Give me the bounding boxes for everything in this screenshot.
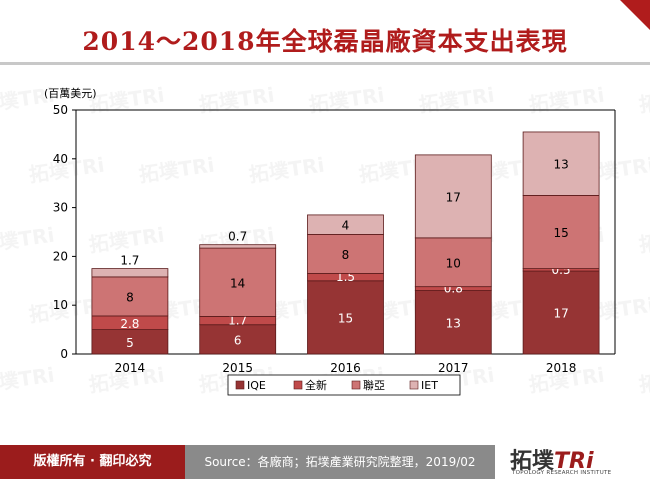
data-label: 0.7: [228, 230, 247, 244]
watermark-text: 拓墣TRi: [0, 223, 56, 257]
bar-segment: [199, 324, 277, 355]
data-label: 1.7: [120, 254, 139, 268]
watermark-text: 拓墣TRi: [527, 83, 606, 117]
data-label: 4: [342, 219, 350, 233]
bar-segment: [91, 276, 169, 317]
watermark-text: 拓墣TRi: [637, 83, 650, 117]
data-label: 6: [234, 333, 242, 347]
legend-swatch: [409, 380, 419, 390]
watermark-text: 拓墣TRi: [197, 83, 276, 117]
legend-box: [227, 374, 461, 396]
legend-label: IQE: [247, 379, 266, 392]
watermark-text: 拓墣TRi: [0, 363, 56, 397]
legend-label: 聯亞: [363, 379, 385, 392]
bar-segment: [307, 214, 384, 235]
y-tick-label: 20: [53, 249, 68, 263]
data-label: 1.7: [228, 314, 247, 328]
chart: 拓墣TRi 拓墣TRi 拓墣TRi 拓墣TRi 拓墣TRi 拓墣TRi 拓墣TRi 拓墣TRi…: [0, 83, 650, 397]
footer: 版權所有 · 翻印必究 Source：各廠商；拓墣產業研究院整理，2019/02…: [0, 440, 650, 485]
y-tick-label: 0: [60, 347, 68, 361]
page-title: 2014～2018年全球磊晶廠資本支出表現: [82, 27, 568, 56]
y-tick-label: 40: [53, 152, 68, 166]
bar-segment: [414, 237, 492, 288]
data-label: 17: [446, 190, 461, 204]
watermark-text: 拓墣TRi: [417, 83, 496, 117]
data-label: 13: [553, 158, 568, 172]
data-label: 13: [446, 316, 461, 330]
bar-segment: [199, 247, 277, 317]
legend-swatch: [293, 380, 303, 390]
title-bar: 2014～2018年全球磊晶廠資本支出表現: [0, 0, 650, 72]
y-tick-label: 30: [53, 201, 68, 215]
copyright-notice: 版權所有 · 翻印必究: [0, 445, 185, 479]
data-label: 17: [553, 307, 568, 321]
data-label: 5: [126, 336, 134, 350]
source-note: Source：各廠商；拓墣產業研究院整理，2019/02: [185, 445, 495, 479]
data-label: 15: [553, 226, 568, 240]
x-tick-label: 2017: [438, 361, 469, 375]
bar-segment: [307, 280, 384, 355]
x-tick-label: 2015: [222, 361, 253, 375]
y-tick-label: 50: [53, 103, 68, 117]
logo-text: 拓墣: [510, 449, 555, 474]
bar-segment: [91, 329, 169, 355]
data-label: 10: [446, 256, 461, 270]
watermark-text: 拓墣TRi: [137, 153, 216, 187]
brand-logo: 拓墣TRi TOPOLOGY RESEARCH INSTITUTE: [510, 443, 640, 481]
x-tick-label: 2018: [546, 361, 577, 375]
bar-segment: [414, 154, 492, 239]
bar-segment: [307, 234, 384, 274]
data-label: 14: [230, 276, 245, 290]
legend-swatch: [351, 380, 361, 390]
logo-tagline: TOPOLOGY RESEARCH INSTITUTE: [512, 470, 612, 476]
plot-area: 0102030405052.881.7201461.7140.72015151.…: [53, 103, 616, 375]
x-tick-label: 2016: [330, 361, 361, 375]
corner-accent: [620, 0, 650, 30]
logo-brand: TRi: [554, 449, 594, 474]
title-divider: [0, 62, 650, 65]
bar-segment: [522, 195, 600, 269]
watermark-text: 拓墣TRi: [87, 83, 166, 117]
bar-segment: [91, 268, 169, 278]
x-tick-label: 2014: [115, 361, 146, 375]
bar-segment: [522, 131, 600, 196]
chart-legend: IQE 全新 聯亞 IET: [227, 374, 461, 396]
data-label: 15: [338, 311, 353, 325]
data-label: 8: [342, 248, 350, 262]
legend-label: IET: [421, 379, 438, 392]
bar-segment: [199, 244, 277, 249]
watermark-text: 拓墣TRi: [637, 363, 650, 397]
watermark-text: 拓墣TRi: [307, 83, 386, 117]
bar-segment: [414, 290, 492, 355]
y-tick-label: 10: [53, 298, 68, 312]
watermark-text: 拓墣TRi: [637, 223, 650, 257]
legend-label: 全新: [305, 378, 327, 392]
watermark-text: 拓墣TRi: [87, 223, 166, 257]
y-axis-unit-label: (百萬美元): [44, 87, 97, 100]
legend-swatch: [235, 380, 245, 390]
watermark-text: 拓墣TRi: [247, 153, 326, 187]
data-label: 2.8: [120, 317, 139, 331]
data-label: 8: [126, 290, 134, 304]
